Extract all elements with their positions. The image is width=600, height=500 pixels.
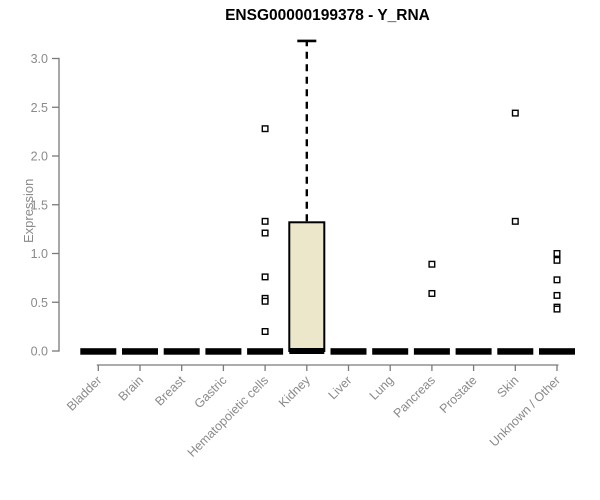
x-category-label: Bladder <box>64 373 104 413</box>
outlier-point-skin <box>511 109 519 117</box>
outlier-point-hematopoietic-cells <box>261 297 269 305</box>
collapsed-box-liver <box>330 348 367 355</box>
collapsed-box-lung <box>372 348 409 355</box>
outlier-point-unknown-other <box>553 256 561 264</box>
x-category-label: Brain <box>116 373 147 404</box>
collapsed-box-hematopoietic-cells <box>247 348 284 355</box>
y-tick-label: 1.5 <box>31 198 48 212</box>
x-category-label: Breast <box>152 373 188 409</box>
y-tick-label: 1.0 <box>31 247 48 261</box>
x-category-label: Unknown / Other <box>487 373 563 449</box>
outlier-point-unknown-other <box>553 249 561 257</box>
outlier-point-skin <box>511 217 519 225</box>
outlier-point-hematopoietic-cells <box>261 125 269 133</box>
outlier-point-pancreas <box>428 289 436 297</box>
x-category-label: Skin <box>494 373 521 400</box>
y-tick-label: 2.5 <box>31 101 48 115</box>
x-category-label: Hematopoietic cells <box>185 373 272 460</box>
y-tick-label: 3.0 <box>31 52 48 66</box>
x-category-label: Lung <box>367 373 397 403</box>
x-category-label: Gastric <box>192 373 230 411</box>
y-tick-label: 0.0 <box>31 345 48 359</box>
outlier-point-pancreas <box>428 260 436 268</box>
chart-title: ENSG00000199378 - Y_RNA <box>225 7 430 24</box>
collapsed-box-bladder <box>80 348 117 355</box>
collapsed-box-gastric <box>205 348 242 355</box>
x-category-label: Pancreas <box>391 373 438 420</box>
outlier-point-unknown-other <box>553 305 561 313</box>
outlier-point-hematopoietic-cells <box>261 328 269 336</box>
collapsed-box-prostate <box>455 348 492 355</box>
collapsed-box-pancreas <box>413 348 450 355</box>
median-line-kidney <box>289 348 325 354</box>
x-category-label: Prostate <box>437 373 480 416</box>
collapsed-box-brain <box>122 348 158 355</box>
outlier-point-hematopoietic-cells <box>261 217 269 225</box>
x-category-label: Kidney <box>276 373 313 410</box>
box-kidney <box>288 221 326 352</box>
y-axis-title: Expression <box>21 178 36 243</box>
y-tick-label: 2.0 <box>31 150 48 164</box>
x-category-label: Liver <box>326 373 355 402</box>
outlier-point-hematopoietic-cells <box>261 273 269 281</box>
outlier-point-hematopoietic-cells <box>261 229 269 237</box>
outlier-point-unknown-other <box>553 276 561 284</box>
outlier-point-unknown-other <box>553 291 561 299</box>
collapsed-box-breast <box>163 348 200 355</box>
collapsed-box-skin <box>497 348 534 355</box>
y-tick-label: 0.5 <box>31 296 48 310</box>
collapsed-box-unknown-other <box>539 348 575 355</box>
